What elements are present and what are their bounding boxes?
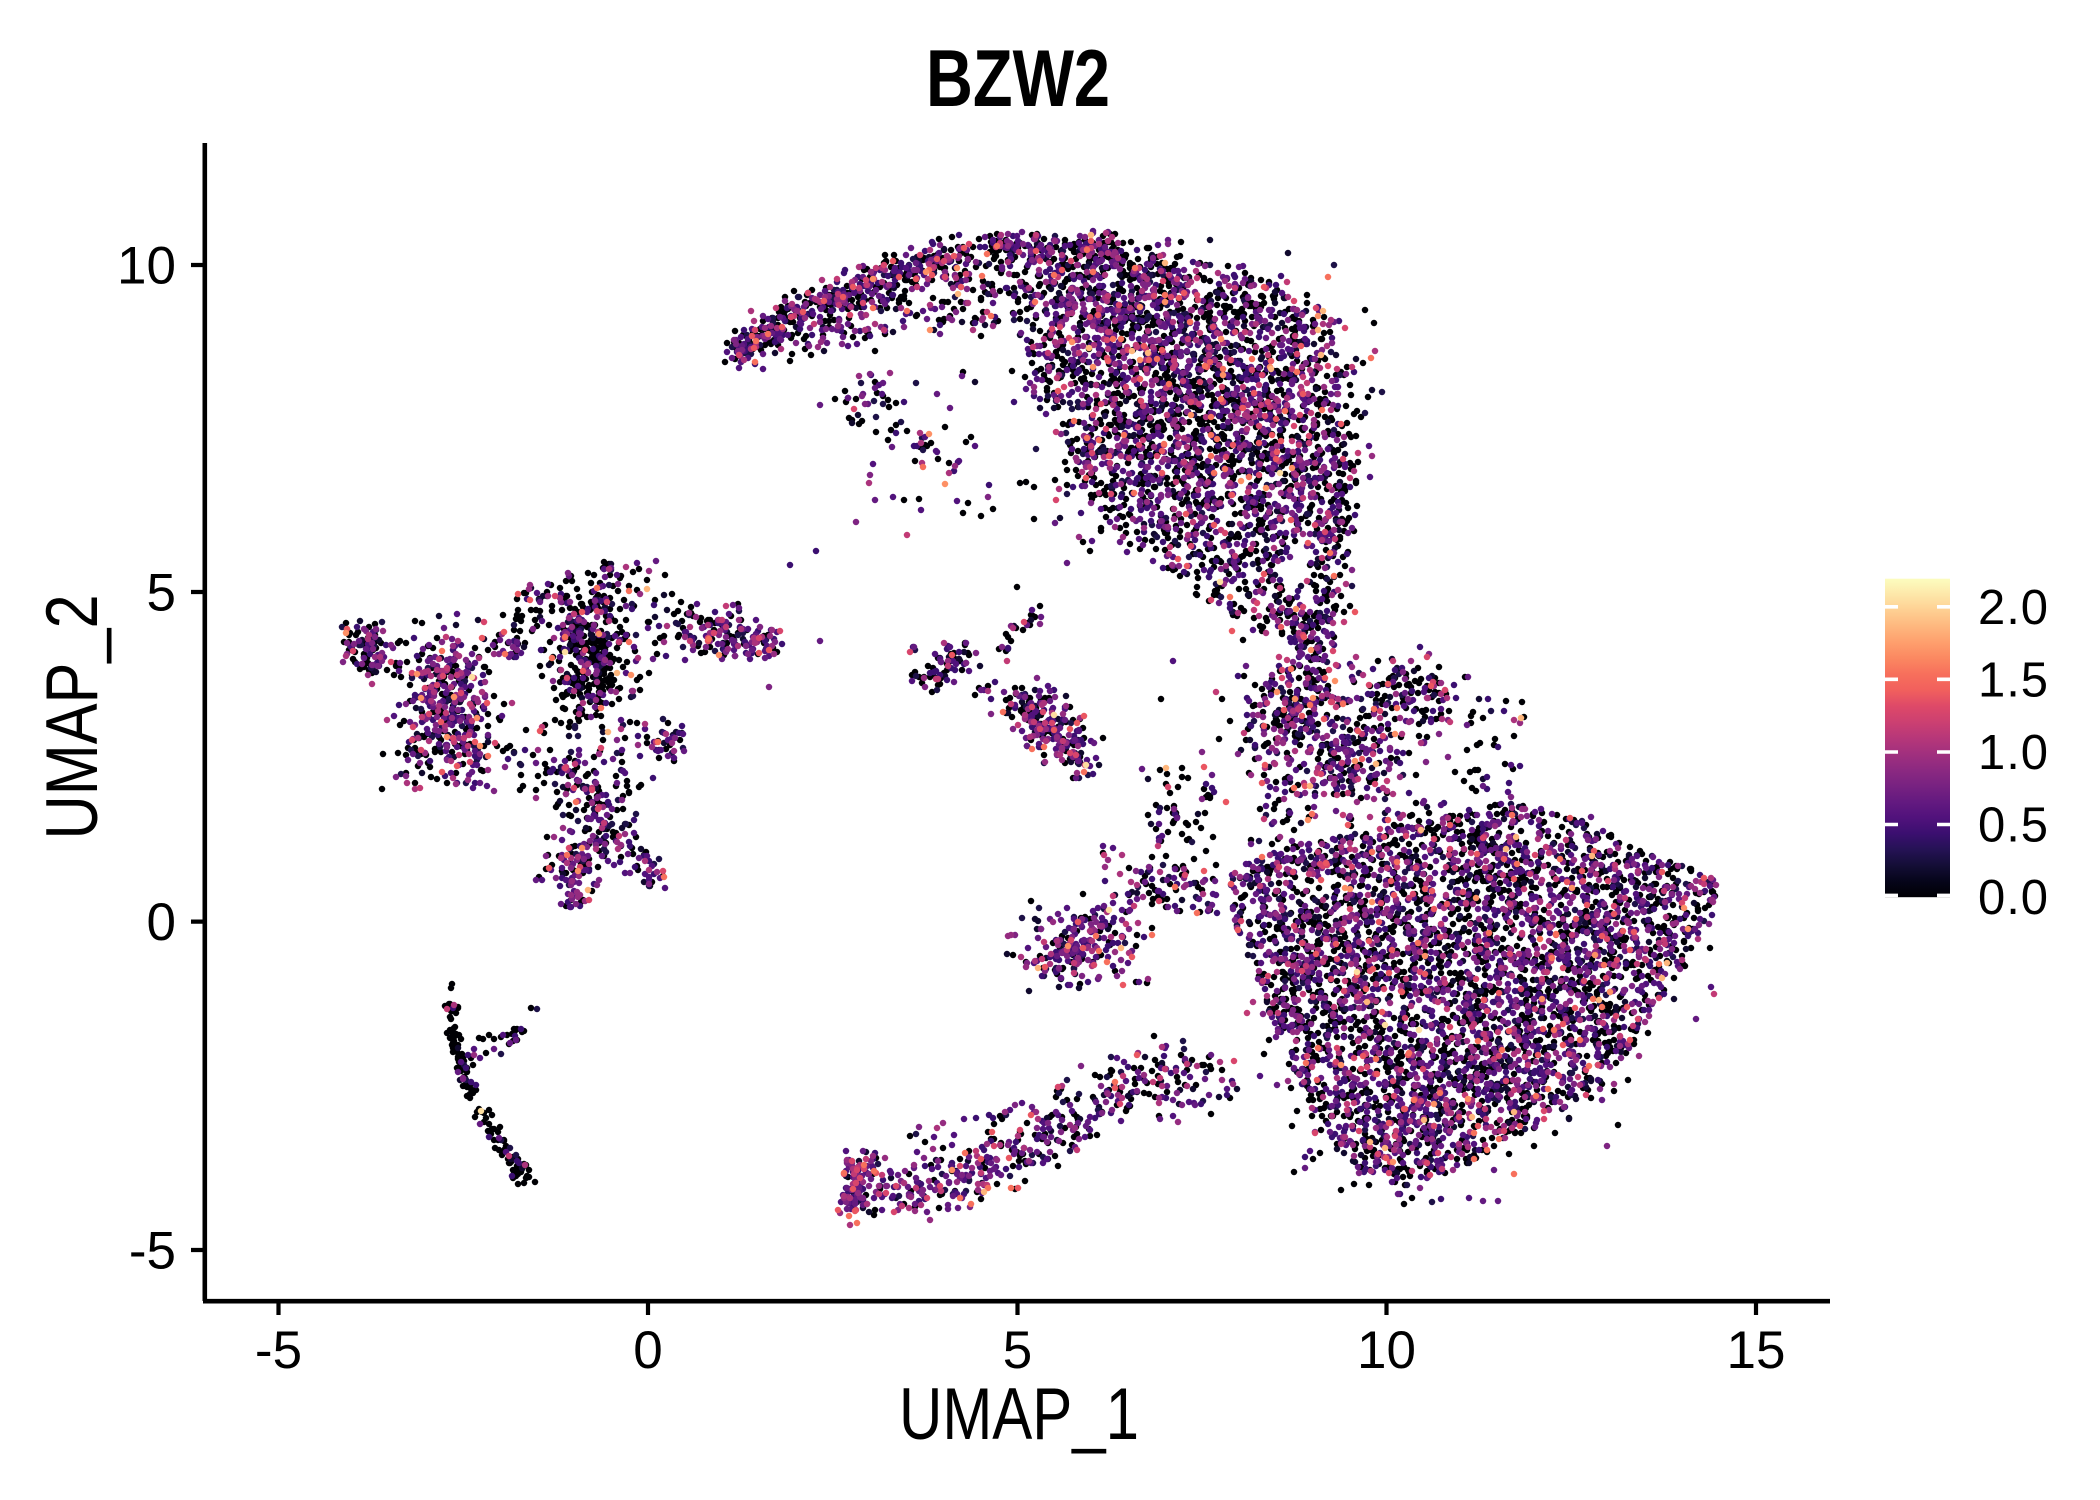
svg-text:0.0: 0.0 [1978, 871, 2048, 925]
svg-text:1.5: 1.5 [1978, 653, 2048, 707]
svg-text:-5: -5 [255, 1321, 302, 1380]
svg-text:UMAP_2: UMAP_2 [32, 595, 113, 840]
svg-text:10: 10 [1357, 1321, 1416, 1380]
svg-text:1.0: 1.0 [1978, 726, 2048, 780]
svg-text:-5: -5 [129, 1222, 176, 1281]
svg-text:0: 0 [147, 893, 176, 952]
svg-text:0.5: 0.5 [1978, 799, 2048, 853]
svg-text:BZW2: BZW2 [926, 34, 1110, 124]
svg-text:15: 15 [1727, 1321, 1786, 1380]
svg-text:5: 5 [1003, 1321, 1032, 1380]
svg-text:5: 5 [147, 564, 176, 623]
svg-text:10: 10 [117, 237, 176, 296]
svg-text:0: 0 [633, 1321, 662, 1380]
svg-text:UMAP_1: UMAP_1 [899, 1374, 1139, 1455]
svg-text:2.0: 2.0 [1978, 581, 2048, 635]
